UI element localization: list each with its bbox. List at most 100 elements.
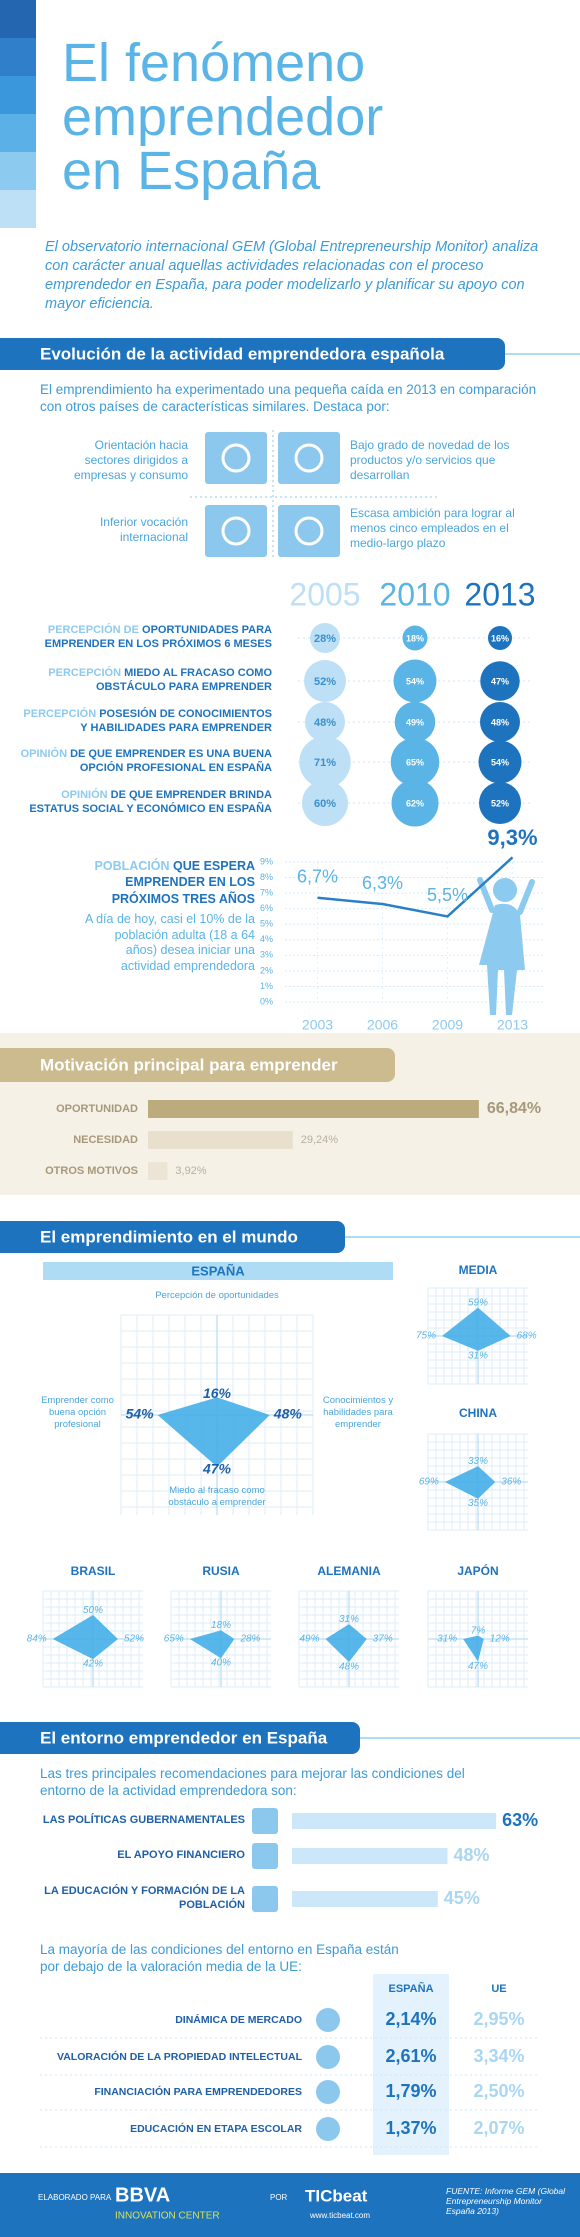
bar-label: OPORTUNIDAD <box>56 1103 138 1115</box>
header-stripe <box>0 114 36 152</box>
section-title: Evolución de la actividad emprendedora e… <box>40 344 445 363</box>
section-intro: Las tres principales recomendaciones par… <box>40 1766 465 1798</box>
indicator-value: 62% <box>406 798 424 808</box>
section-band <box>0 338 505 370</box>
indicator-value: 48% <box>314 717 336 729</box>
point-label: 5,5% <box>427 885 468 905</box>
y-tick-label: 5% <box>260 919 273 929</box>
year-label: 2005 <box>289 576 360 612</box>
feature-text: Escasa ambición para lograr al menos cin… <box>350 506 515 550</box>
bar <box>148 1100 479 1118</box>
cell-value: 2,95% <box>473 2009 524 2029</box>
column-header: UE <box>491 1983 506 1995</box>
radar-value: 40% <box>211 1658 231 1669</box>
row-icon <box>316 2117 340 2141</box>
radar-value: 36% <box>501 1477 521 1488</box>
indicator-circle <box>488 626 512 650</box>
bar <box>292 1848 448 1864</box>
radar-value: 31% <box>468 1350 488 1361</box>
radar-value: 47% <box>202 1461 232 1477</box>
indicator-value: 60% <box>314 798 336 810</box>
figure <box>479 903 525 1015</box>
feature-icon-glyph <box>294 443 324 473</box>
feature-icon <box>278 432 340 484</box>
row-icon <box>316 2045 340 2069</box>
publisher-url: www.ticbeat.com <box>309 2211 370 2220</box>
indicator-text: OPORTUNIDADES PARA EMPRENDER EN LOS PRÓX… <box>44 624 272 651</box>
cell-value: 2,50% <box>473 2081 524 2101</box>
indicator-value: 52% <box>491 798 509 808</box>
indicator-value: 49% <box>406 717 424 727</box>
section-intro: El emprendimiento ha experimentado una p… <box>40 382 537 414</box>
column-header: ESPAÑA <box>388 1982 433 1995</box>
radar-axis-label: Miedo al fracaso como obstáculo a empren… <box>168 1485 266 1508</box>
country-name: MEDIA <box>459 1263 498 1277</box>
radar-value: 65% <box>164 1634 184 1645</box>
bar-label: NECESIDAD <box>73 1134 138 1146</box>
radar-value: 69% <box>419 1477 439 1488</box>
feature-icon-glyph <box>221 443 251 473</box>
radar-value: 7% <box>471 1625 486 1636</box>
column-highlight <box>373 1974 449 2155</box>
footer-text: ELABORADO PARA <box>38 2193 112 2202</box>
radar-axis-label: Percepción de oportunidades <box>155 1290 279 1301</box>
indicator-circle <box>304 660 346 702</box>
radar-value: 18% <box>211 1620 231 1631</box>
radar-value: 48% <box>273 1406 303 1422</box>
intro-text: El observatorio internacional GEM (Globa… <box>45 239 539 312</box>
figure-head <box>493 878 517 902</box>
header-stripe <box>0 152 36 190</box>
indicator-circle <box>402 625 428 651</box>
radar-shape <box>157 1397 270 1467</box>
y-tick-label: 6% <box>260 903 273 913</box>
footer-bg <box>0 2173 580 2237</box>
recommendation-label: LA EDUCACIÓN Y FORMACIÓN DE LA POBLACIÓN <box>44 1885 245 1911</box>
year-label: 2010 <box>379 576 450 612</box>
brand: BBVA <box>115 2184 170 2206</box>
indicator-prefix: PERCEPCIÓN <box>48 667 122 679</box>
indicator-value: 16% <box>491 633 509 643</box>
y-tick-label: 4% <box>260 934 273 944</box>
radar-value: 31% <box>339 1614 359 1625</box>
indicator-text: MIEDO AL FRACASO COMO OBSTÁCULO PARA EMP… <box>95 667 272 694</box>
radar-axis-label: Conocimientos y habilidades para emprend… <box>322 1395 394 1430</box>
publisher: TICbeat <box>305 2186 368 2205</box>
section-intro: La mayoría de las condiciones del entorn… <box>40 1942 399 1974</box>
population-text: QUE ESPERA EMPRENDER EN LOS PRÓXIMOS TRE… <box>111 859 255 906</box>
footer-text: POR <box>270 2193 288 2202</box>
radar-value: 68% <box>517 1331 537 1342</box>
country-name: JAPÓN <box>457 1563 498 1578</box>
bar <box>292 1891 438 1907</box>
radar-axis-label: Emprender como buena opción profesional <box>41 1395 114 1430</box>
x-tick-label: 2003 <box>302 1017 333 1033</box>
radar-value: 28% <box>239 1634 260 1645</box>
radar-value: 37% <box>373 1634 393 1645</box>
radar-value: 59% <box>468 1298 488 1309</box>
bar <box>292 1813 497 1829</box>
row-icon <box>316 2080 340 2104</box>
cell-value: 2,14% <box>385 2009 436 2029</box>
indicator-circle <box>390 737 440 787</box>
country-name: ESPAÑA <box>191 1263 245 1278</box>
indicator-circle <box>393 659 437 703</box>
indicator-label: PERCEPCIÓN DE OPORTUNIDADES PARA EMPREND… <box>20 623 272 652</box>
radar-value: 52% <box>124 1634 144 1645</box>
indicator-value: 28% <box>314 633 336 645</box>
feature-icon-glyph <box>221 516 251 546</box>
indicator-circle <box>480 702 520 742</box>
indicator-circle <box>479 782 521 824</box>
recommendation-label: EL APOYO FINANCIERO <box>117 1849 245 1861</box>
x-tick-label: 2013 <box>497 1017 528 1033</box>
indicator-circle <box>305 702 345 742</box>
radar-value: 50% <box>83 1605 103 1616</box>
radar-shape <box>325 1624 367 1663</box>
y-tick-label: 1% <box>260 981 273 991</box>
row-label: EDUCACIÓN EN ETAPA ESCOLAR <box>130 2122 302 2135</box>
bar <box>148 1131 293 1149</box>
header-stripe <box>0 38 36 76</box>
radar-shape <box>442 1307 511 1351</box>
radar-value: 48% <box>339 1661 359 1672</box>
indicator-text: DE QUE EMPRENDER ES UNA BUENA OPCIÓN PRO… <box>70 748 272 775</box>
radar-value: 35% <box>468 1498 488 1509</box>
row-label: VALORACIÓN DE LA PROPIEDAD INTELECTUAL <box>57 2050 303 2063</box>
